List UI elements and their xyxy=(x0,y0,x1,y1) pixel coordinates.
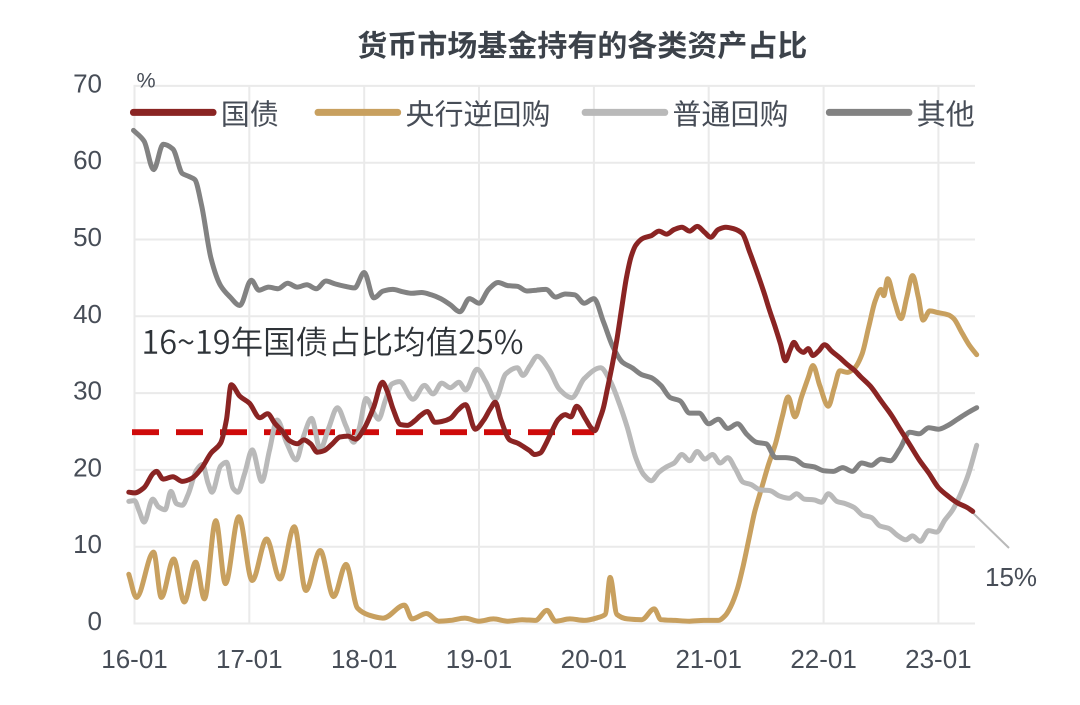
svg-text:23-01: 23-01 xyxy=(905,644,972,674)
svg-text:20: 20 xyxy=(73,452,102,482)
svg-text:40: 40 xyxy=(73,299,102,329)
svg-text:0: 0 xyxy=(88,606,102,636)
svg-text:30: 30 xyxy=(73,376,102,406)
svg-text:18-01: 18-01 xyxy=(331,644,398,674)
svg-text:19-01: 19-01 xyxy=(446,644,513,674)
svg-text:15%: 15% xyxy=(985,562,1037,592)
svg-text:16-01: 16-01 xyxy=(101,644,168,674)
svg-text:%: % xyxy=(137,69,156,93)
svg-text:70: 70 xyxy=(73,68,102,98)
svg-text:10: 10 xyxy=(73,529,102,559)
svg-text:50: 50 xyxy=(73,222,102,252)
svg-text:22-01: 22-01 xyxy=(790,644,857,674)
svg-text:60: 60 xyxy=(73,145,102,175)
svg-text:21-01: 21-01 xyxy=(675,644,742,674)
svg-text:20-01: 20-01 xyxy=(561,644,628,674)
svg-text:17-01: 17-01 xyxy=(216,644,283,674)
